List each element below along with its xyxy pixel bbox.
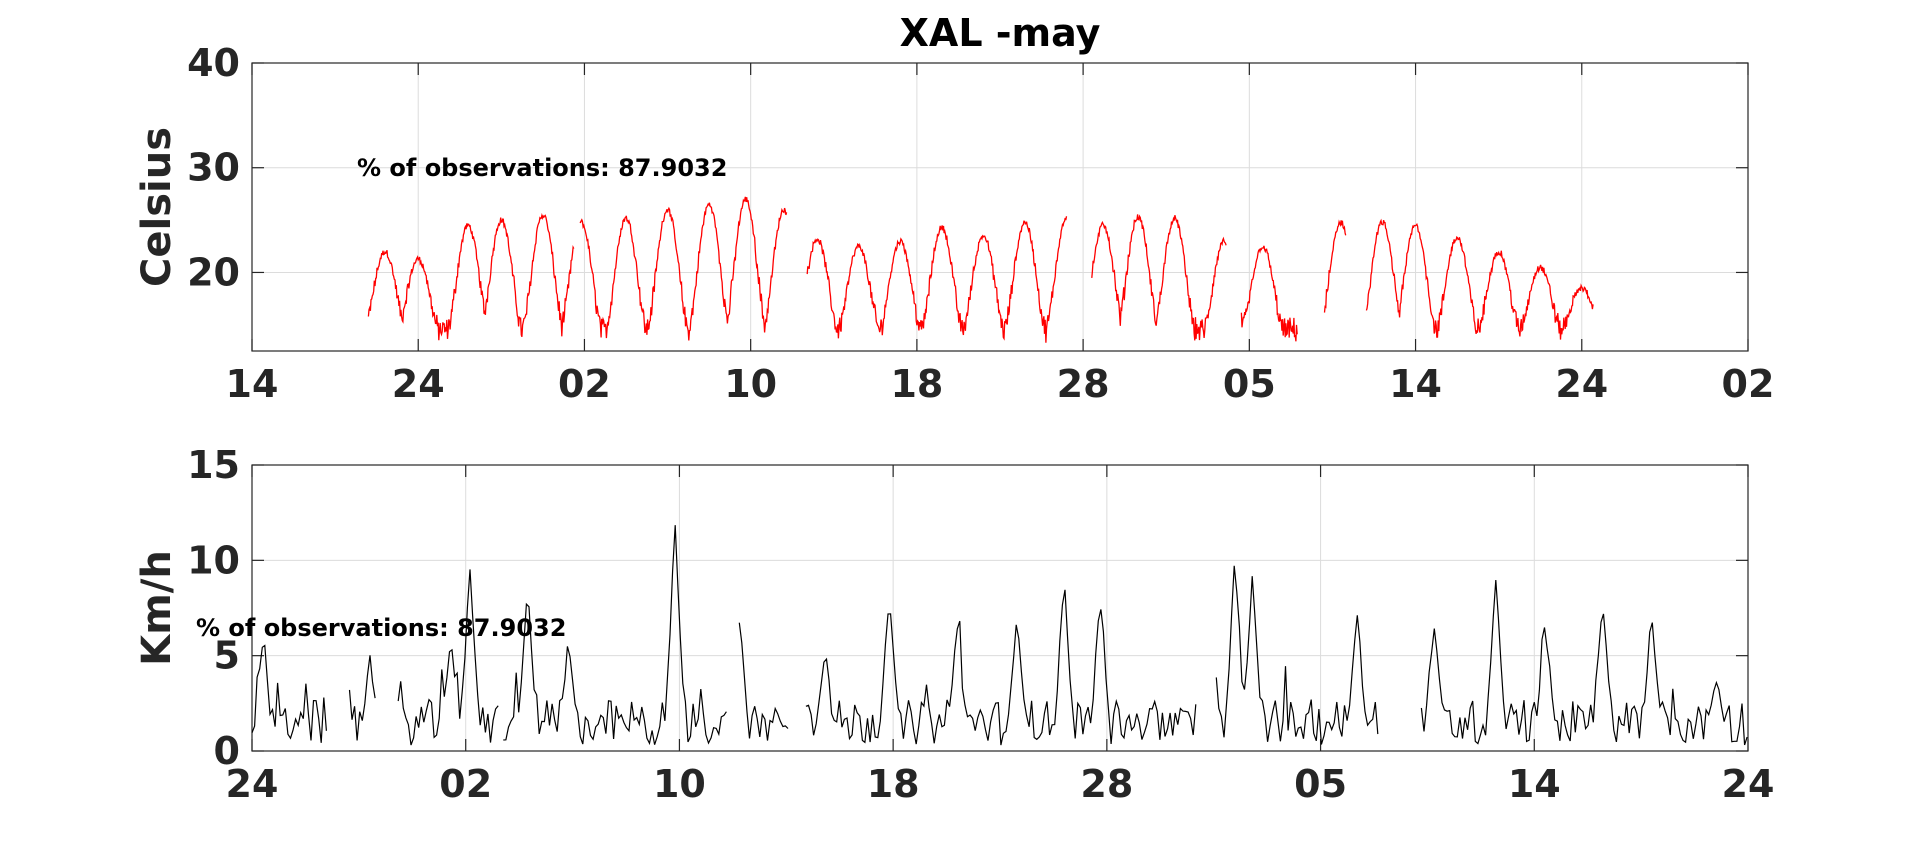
wind-plot-area [251,464,1749,752]
temperature-x-tick-label: 10 [724,362,777,406]
temperature-x-tick-label: 24 [392,362,445,406]
temperature-y-axis-label: Celsius [134,127,180,287]
wind-y-tick-label: 5 [214,634,240,678]
temperature-x-tick-label: 05 [1223,362,1276,406]
wind-x-tick-label: 28 [1080,762,1133,806]
temperature-y-tick-label: 40 [187,41,240,85]
temperature-x-tick-label: 02 [558,362,611,406]
temperature-plot-area [251,62,1749,352]
temperature-series-line [367,196,1594,343]
wind-x-tick-label: 10 [653,762,706,806]
wind-x-tick-label: 14 [1508,762,1561,806]
temperature-x-tick-label: 14 [226,362,279,406]
temperature-x-tick-label: 28 [1057,362,1110,406]
temperature-x-tick-label: 02 [1722,362,1775,406]
wind-x-tick-label: 24 [226,762,279,806]
wind-series-line [251,525,1748,746]
temperature-x-tick-label: 18 [890,362,943,406]
wind-x-tick-label: 18 [867,762,920,806]
wind-y-axis-label: Km/h [134,550,180,666]
temperature-y-tick-label: 30 [187,146,240,190]
wind-x-tick-label: 05 [1294,762,1347,806]
temperature-y-tick-label: 20 [187,250,240,294]
temperature-observations-annotation: % of observations: 87.9032 [357,154,727,182]
temperature-panel: 14 24 02 10 18 28 05 14 24 02 20 30 40 Celsius % of … [134,41,1774,406]
chart-title: XAL -may [900,11,1101,55]
wind-x-tick-label: 24 [1722,762,1775,806]
wind-x-tick-label: 02 [439,762,492,806]
wind-y-tick-label: 10 [187,538,240,582]
temperature-x-tick-label: 24 [1555,362,1608,406]
wind-y-tick-label: 0 [214,729,240,773]
temperature-x-tick-label: 14 [1389,362,1442,406]
wind-y-tick-label: 15 [187,443,240,487]
wind-observations-annotation: % of observations: 87.9032 [196,614,566,642]
